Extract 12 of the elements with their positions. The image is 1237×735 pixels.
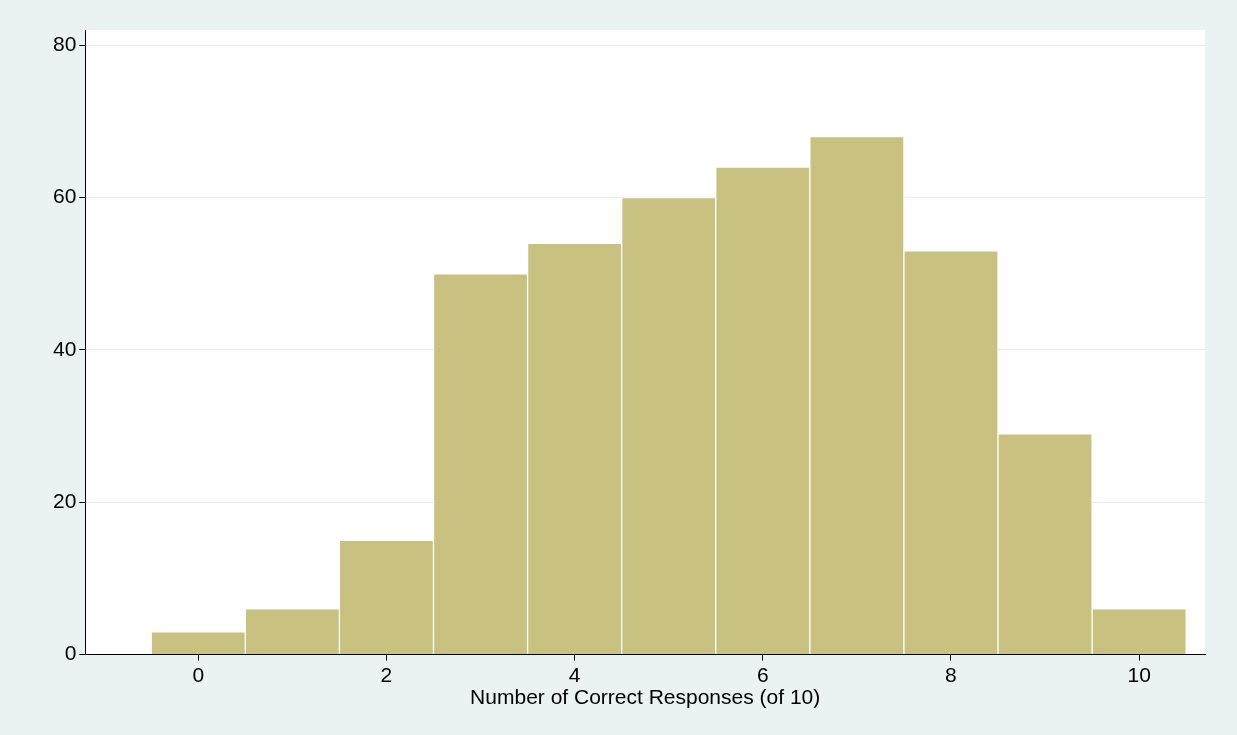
y-tick-label: 80: [53, 32, 77, 56]
y-tick-label: 60: [53, 184, 77, 208]
x-tick-label: 8: [945, 663, 957, 686]
y-tick-label: 0: [64, 641, 77, 665]
x-axis-title: Number of Correct Responses (of 10): [470, 685, 821, 709]
x-tick-label: 10: [1127, 663, 1151, 686]
x-tick-label: 6: [756, 663, 769, 686]
x-tick-label: 4: [568, 663, 581, 686]
x-tick-label: 2: [380, 663, 393, 686]
x-tick-label: 0: [192, 663, 205, 686]
y-tick-label: 40: [53, 336, 77, 360]
y-tick-label: 20: [53, 489, 77, 513]
